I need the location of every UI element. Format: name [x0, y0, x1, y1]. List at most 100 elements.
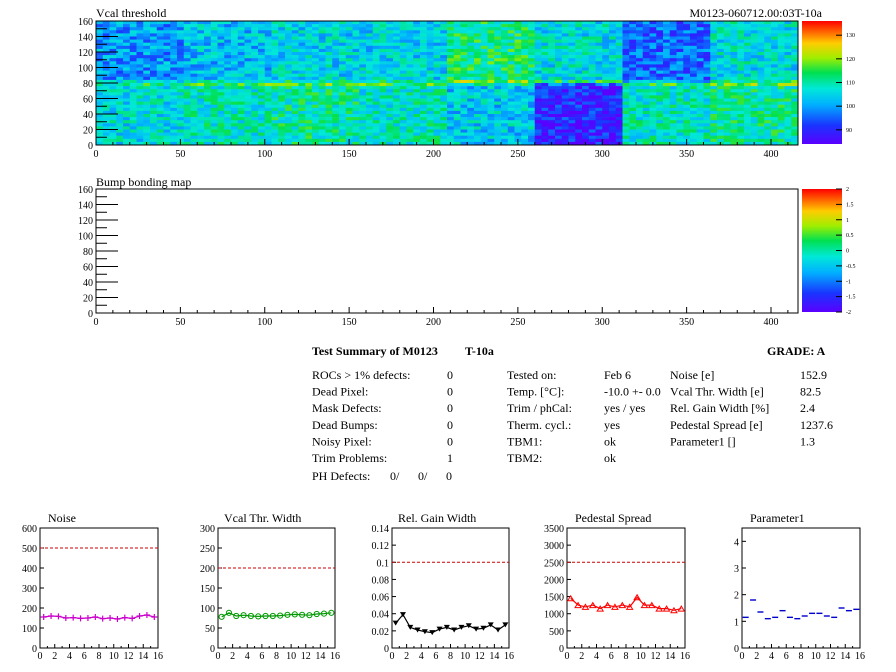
heatmap-cell [656, 89, 664, 93]
heatmap-cell [298, 101, 306, 105]
heatmap-cell [602, 64, 610, 68]
y-tick-label: 120 [78, 216, 93, 227]
heatmap-cell [696, 114, 704, 118]
heatmap-cell [602, 36, 610, 40]
data-point [269, 612, 276, 620]
y-tick-label: 0 [32, 644, 37, 655]
heatmap-cell [501, 76, 509, 81]
heatmap-cell [204, 52, 212, 56]
heatmap-cell [575, 52, 583, 56]
heatmap-cell [777, 123, 785, 127]
heatmap-cell [764, 33, 772, 37]
heatmap-cell [501, 73, 509, 78]
heatmap-cell [750, 45, 758, 50]
heatmap-cell [730, 61, 738, 65]
x-tick-label: 16 [855, 651, 865, 662]
heatmap-cell [750, 24, 758, 28]
heatmap-cell [183, 110, 191, 115]
heatmap-cell [507, 138, 515, 143]
heatmap-cell [298, 141, 306, 146]
heatmap-cell [426, 30, 434, 34]
heatmap-cell [534, 76, 542, 81]
heatmap-cell [210, 76, 218, 81]
heatmap-cell [690, 126, 698, 130]
x-tick-label: 12 [826, 651, 836, 662]
summary-left-label: Noisy Pixel: [312, 434, 372, 448]
heatmap-cell [561, 95, 569, 99]
heatmap-cell [285, 52, 293, 56]
heatmap-cell [386, 126, 394, 130]
heatmap-cell [548, 138, 556, 143]
heatmap-cell [676, 86, 684, 90]
heatmap-cell [312, 98, 320, 102]
heatmap-cell [467, 104, 475, 109]
heatmap-cell [217, 70, 225, 74]
heatmap-cell [710, 21, 718, 25]
heatmap-cell [507, 64, 515, 68]
heatmap-cell [710, 107, 718, 112]
heatmap-cell [723, 76, 731, 81]
heatmap-cell [669, 104, 677, 109]
heatmap-cell [123, 64, 131, 68]
heatmap-cell [622, 141, 630, 146]
heatmap-cell [777, 107, 785, 112]
heatmap-cell [757, 114, 765, 118]
data-point [392, 620, 399, 626]
heatmap-cell [352, 79, 360, 84]
heatmap-cell [480, 39, 488, 43]
heatmap-cell [723, 123, 731, 127]
heatmap-cell [271, 55, 279, 59]
heatmap-cell [690, 129, 698, 133]
heatmap-cell [602, 107, 610, 112]
heatmap-cell [595, 70, 603, 74]
heatmap-cell [723, 39, 731, 43]
heatmap-cell [649, 129, 657, 133]
heatmap-cell [683, 107, 691, 112]
heatmap-cell [386, 104, 394, 109]
heatmap-cell [528, 27, 536, 31]
heatmap-cell [143, 92, 151, 96]
heatmap-cell [305, 129, 313, 133]
heatmap-cell [190, 24, 198, 28]
heatmap-cell [264, 120, 272, 124]
heatmap-cell [555, 98, 563, 102]
heatmap-cell [264, 95, 272, 99]
heatmap-cell [291, 42, 299, 47]
heatmap-cell [676, 107, 684, 112]
heatmap-cell [460, 104, 468, 109]
heatmap-cell [406, 61, 414, 65]
heatmap-cell [170, 42, 178, 47]
heatmap-cell [744, 36, 752, 40]
heatmap-cell [561, 132, 569, 136]
heatmap-cell [163, 89, 171, 93]
heatmap-cell [156, 30, 164, 34]
heatmap-cell [285, 67, 293, 71]
heatmap-cell [764, 21, 772, 25]
heatmap-cell [636, 114, 644, 118]
heatmap-cell [204, 27, 212, 31]
heatmap-cell [723, 70, 731, 74]
heatmap-cell [372, 79, 380, 84]
heatmap-cell [507, 55, 515, 59]
heatmap-cell [764, 67, 772, 71]
heatmap-cell [163, 67, 171, 71]
heatmap-cell [615, 30, 623, 34]
heatmap-cell [420, 52, 428, 56]
heatmap-cell [507, 104, 515, 109]
heatmap-cell [393, 42, 401, 47]
heatmap-cell [636, 55, 644, 59]
heatmap-cell [298, 52, 306, 56]
heatmap-cell [102, 30, 110, 34]
heatmap-cell [683, 48, 691, 53]
heatmap-cell [555, 120, 563, 124]
data-point [451, 627, 458, 633]
heatmap-cell [129, 101, 137, 105]
heatmap-cell [345, 36, 353, 40]
heatmap-cell [258, 24, 266, 28]
heatmap-cell [629, 86, 637, 90]
heatmap-cell [116, 123, 124, 127]
heatmap-cell [440, 104, 448, 109]
heatmap-cell [690, 58, 698, 62]
heatmap-cell [420, 64, 428, 68]
heatmap-cell [312, 58, 320, 62]
